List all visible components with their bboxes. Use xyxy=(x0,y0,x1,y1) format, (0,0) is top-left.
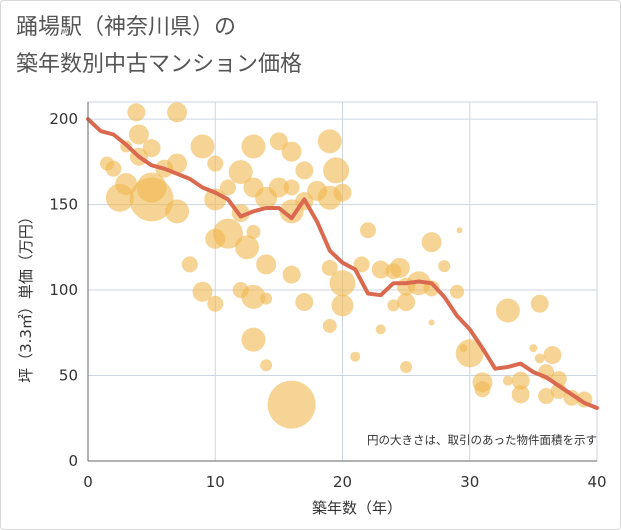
data-bubble xyxy=(246,224,261,239)
data-bubble xyxy=(219,179,236,196)
data-bubble xyxy=(281,141,302,162)
data-bubble xyxy=(105,183,134,212)
data-bubble xyxy=(142,139,161,158)
x-axis-label: 築年数（年） xyxy=(312,499,402,517)
data-bubble xyxy=(267,380,316,429)
data-bubble xyxy=(260,292,273,305)
data-bubble xyxy=(538,388,555,405)
data-bubble xyxy=(350,351,361,362)
data-bubble xyxy=(389,257,410,278)
average-price-line xyxy=(86,117,599,410)
x-tick-label: 30 xyxy=(460,473,479,491)
bubble-layer xyxy=(100,102,593,429)
data-bubble xyxy=(241,327,266,352)
size-note: 円の大きさは、取引のあった物件面積を示す xyxy=(367,433,597,447)
data-bubble xyxy=(359,222,376,239)
data-bubble xyxy=(255,186,278,209)
data-bubble xyxy=(530,294,549,313)
data-bubble xyxy=(353,256,370,273)
data-bubble xyxy=(511,371,530,390)
axes: 0 10 20 30 40 0 50 100 150 200 xyxy=(49,102,607,491)
data-bubble xyxy=(421,232,442,253)
data-bubble xyxy=(295,293,314,312)
data-bubble xyxy=(167,102,188,123)
data-bubble xyxy=(317,185,342,210)
data-bubble xyxy=(269,132,288,151)
data-bubble xyxy=(127,103,146,122)
data-bubble xyxy=(387,299,400,312)
data-bubble xyxy=(260,359,273,372)
chart-title-line1: 踊場駅（神奈川県）の xyxy=(16,15,237,40)
data-bubble xyxy=(543,346,562,365)
y-tick-label: 100 xyxy=(49,281,78,299)
data-bubble xyxy=(495,298,520,323)
data-bubble xyxy=(317,129,342,154)
data-bubble xyxy=(192,281,213,302)
data-bubble xyxy=(235,235,260,260)
data-bubble xyxy=(241,284,266,309)
data-bubble xyxy=(455,339,484,368)
data-bubble xyxy=(323,157,350,184)
data-bubble xyxy=(450,284,465,299)
data-bubble xyxy=(295,161,314,180)
data-bubble xyxy=(165,199,190,224)
data-bubble xyxy=(279,199,304,224)
data-bubble xyxy=(241,134,266,159)
data-bubble xyxy=(397,277,416,296)
data-bubble xyxy=(190,134,215,159)
data-bubble xyxy=(375,324,386,335)
data-bubble xyxy=(371,260,390,279)
data-bubble xyxy=(212,218,243,249)
data-bubble xyxy=(511,385,530,404)
data-bubble xyxy=(207,295,224,312)
data-bubble xyxy=(397,293,416,312)
data-bubble xyxy=(228,160,253,185)
x-tick-label: 10 xyxy=(206,473,225,491)
data-bubble xyxy=(181,256,198,273)
y-axis-label: 坪（3.3㎡）単価（万円） xyxy=(17,209,35,383)
y-tick-label: 50 xyxy=(59,367,78,385)
data-bubble xyxy=(400,360,413,373)
data-bubble xyxy=(128,124,149,145)
y-tick-label: 150 xyxy=(49,196,78,214)
data-bubble xyxy=(428,319,435,326)
data-bubble xyxy=(534,353,545,364)
data-bubble xyxy=(502,375,513,386)
data-bubble xyxy=(322,318,337,333)
x-tick-label: 40 xyxy=(587,473,606,491)
data-bubble xyxy=(321,259,338,276)
data-bubble xyxy=(331,294,354,317)
data-bubble xyxy=(329,270,356,297)
trend-line-layer xyxy=(86,117,599,410)
data-bubble xyxy=(438,260,451,273)
x-tick-label: 0 xyxy=(83,473,93,491)
data-bubble xyxy=(207,155,224,172)
y-tick-label: 0 xyxy=(68,452,78,470)
chart-title-line2: 築年数別中古マンション価格 xyxy=(16,52,303,77)
data-bubble xyxy=(529,344,538,353)
data-bubble xyxy=(256,254,277,275)
data-bubble xyxy=(100,156,115,171)
x-tick-label: 20 xyxy=(333,473,352,491)
data-bubble xyxy=(474,381,491,398)
data-bubble xyxy=(282,265,301,284)
y-tick-label: 200 xyxy=(49,110,78,128)
data-bubble xyxy=(129,177,174,222)
data-bubble xyxy=(456,227,463,234)
